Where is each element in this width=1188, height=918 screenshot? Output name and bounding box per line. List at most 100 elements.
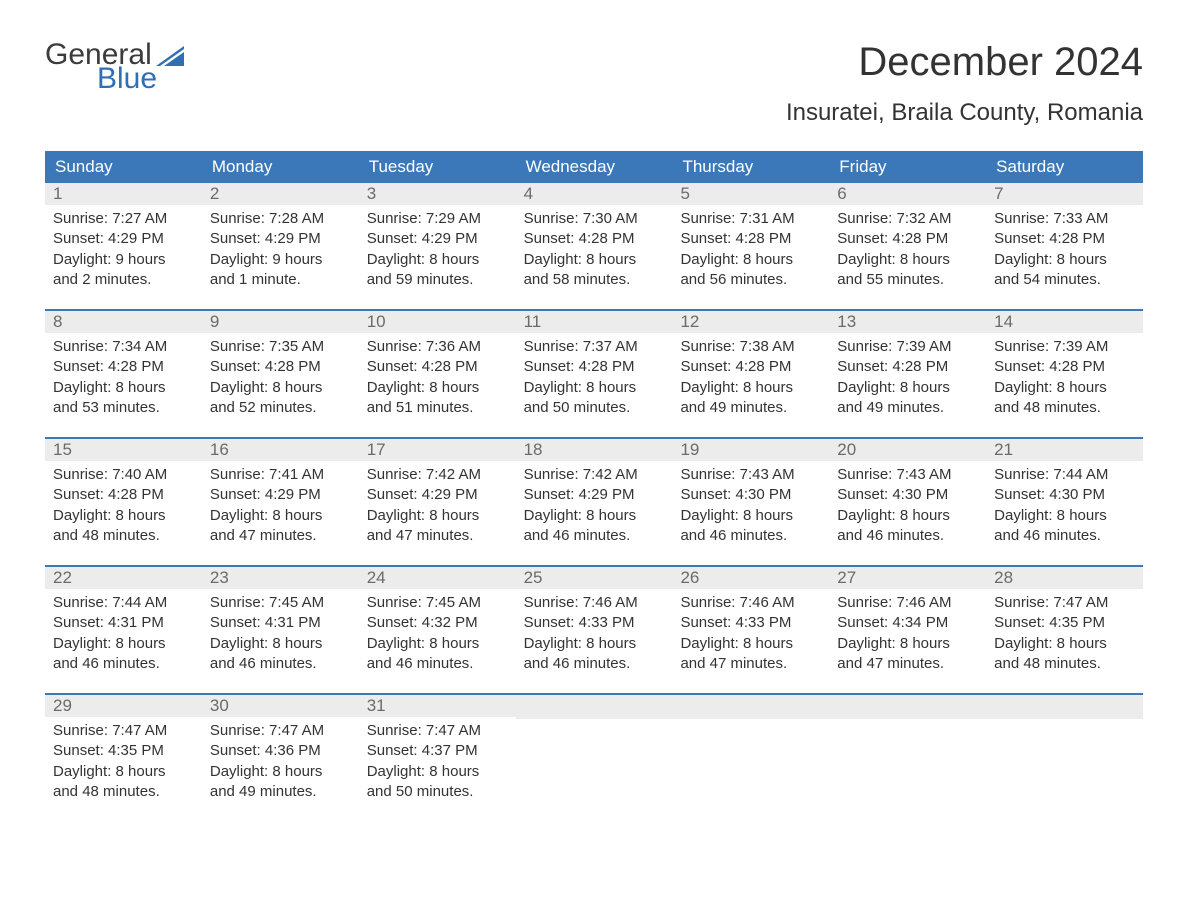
- day-cell: 16Sunrise: 7:41 AMSunset: 4:29 PMDayligh…: [202, 439, 359, 565]
- day-daylight1: Daylight: 8 hours: [367, 250, 508, 270]
- day-content: Sunrise: 7:40 AMSunset: 4:28 PMDaylight:…: [45, 461, 202, 556]
- day-header-row: SundayMondayTuesdayWednesdayThursdayFrid…: [45, 151, 1143, 183]
- day-cell: 6Sunrise: 7:32 AMSunset: 4:28 PMDaylight…: [829, 183, 986, 309]
- day-content: Sunrise: 7:29 AMSunset: 4:29 PMDaylight:…: [359, 205, 516, 300]
- day-sunrise: Sunrise: 7:29 AM: [367, 209, 508, 229]
- day-header-monday: Monday: [202, 151, 359, 183]
- day-number: 31: [359, 695, 516, 717]
- day-daylight1: Daylight: 8 hours: [524, 634, 665, 654]
- day-number: 5: [672, 183, 829, 205]
- day-header-friday: Friday: [829, 151, 986, 183]
- day-number: 29: [45, 695, 202, 717]
- day-number: [829, 695, 986, 719]
- day-sunrise: Sunrise: 7:36 AM: [367, 337, 508, 357]
- day-number: [672, 695, 829, 719]
- day-content: Sunrise: 7:39 AMSunset: 4:28 PMDaylight:…: [986, 333, 1143, 428]
- day-sunrise: Sunrise: 7:28 AM: [210, 209, 351, 229]
- day-daylight1: Daylight: 8 hours: [680, 634, 821, 654]
- day-sunrise: Sunrise: 7:42 AM: [524, 465, 665, 485]
- day-sunrise: Sunrise: 7:39 AM: [994, 337, 1135, 357]
- day-cell: 10Sunrise: 7:36 AMSunset: 4:28 PMDayligh…: [359, 311, 516, 437]
- day-number: 20: [829, 439, 986, 461]
- day-number: 2: [202, 183, 359, 205]
- day-sunset: Sunset: 4:28 PM: [994, 229, 1135, 249]
- day-sunset: Sunset: 4:28 PM: [680, 357, 821, 377]
- day-number: 6: [829, 183, 986, 205]
- day-sunset: Sunset: 4:29 PM: [367, 229, 508, 249]
- day-sunrise: Sunrise: 7:47 AM: [210, 721, 351, 741]
- day-number: 22: [45, 567, 202, 589]
- day-cell: 12Sunrise: 7:38 AMSunset: 4:28 PMDayligh…: [672, 311, 829, 437]
- day-number: 1: [45, 183, 202, 205]
- day-content: Sunrise: 7:47 AMSunset: 4:35 PMDaylight:…: [986, 589, 1143, 684]
- day-sunset: Sunset: 4:36 PM: [210, 741, 351, 761]
- day-cell: [829, 695, 986, 821]
- day-daylight2: and 46 minutes.: [524, 526, 665, 546]
- day-content: Sunrise: 7:42 AMSunset: 4:29 PMDaylight:…: [516, 461, 673, 556]
- day-cell: [516, 695, 673, 821]
- day-daylight1: Daylight: 8 hours: [210, 378, 351, 398]
- day-daylight2: and 58 minutes.: [524, 270, 665, 290]
- day-sunset: Sunset: 4:30 PM: [837, 485, 978, 505]
- day-daylight2: and 46 minutes.: [524, 654, 665, 674]
- day-content: Sunrise: 7:35 AMSunset: 4:28 PMDaylight:…: [202, 333, 359, 428]
- day-number: 27: [829, 567, 986, 589]
- day-content: Sunrise: 7:47 AMSunset: 4:36 PMDaylight:…: [202, 717, 359, 812]
- day-daylight1: Daylight: 8 hours: [367, 506, 508, 526]
- day-sunset: Sunset: 4:28 PM: [53, 357, 194, 377]
- logo: General Blue: [45, 40, 184, 94]
- day-cell: 15Sunrise: 7:40 AMSunset: 4:28 PMDayligh…: [45, 439, 202, 565]
- day-content: Sunrise: 7:34 AMSunset: 4:28 PMDaylight:…: [45, 333, 202, 428]
- day-daylight1: Daylight: 8 hours: [367, 762, 508, 782]
- day-sunrise: Sunrise: 7:44 AM: [994, 465, 1135, 485]
- day-cell: 28Sunrise: 7:47 AMSunset: 4:35 PMDayligh…: [986, 567, 1143, 693]
- day-cell: 22Sunrise: 7:44 AMSunset: 4:31 PMDayligh…: [45, 567, 202, 693]
- day-daylight2: and 47 minutes.: [837, 654, 978, 674]
- day-daylight2: and 51 minutes.: [367, 398, 508, 418]
- day-cell: 20Sunrise: 7:43 AMSunset: 4:30 PMDayligh…: [829, 439, 986, 565]
- day-cell: 5Sunrise: 7:31 AMSunset: 4:28 PMDaylight…: [672, 183, 829, 309]
- day-sunrise: Sunrise: 7:43 AM: [837, 465, 978, 485]
- day-sunrise: Sunrise: 7:47 AM: [53, 721, 194, 741]
- day-content: Sunrise: 7:46 AMSunset: 4:33 PMDaylight:…: [516, 589, 673, 684]
- day-daylight2: and 56 minutes.: [680, 270, 821, 290]
- day-number: 14: [986, 311, 1143, 333]
- day-number: 7: [986, 183, 1143, 205]
- day-sunset: Sunset: 4:33 PM: [680, 613, 821, 633]
- day-sunrise: Sunrise: 7:34 AM: [53, 337, 194, 357]
- day-sunset: Sunset: 4:30 PM: [680, 485, 821, 505]
- day-number: 26: [672, 567, 829, 589]
- location: Insuratei, Braila County, Romania: [786, 99, 1143, 127]
- day-number: 16: [202, 439, 359, 461]
- day-daylight2: and 49 minutes.: [210, 782, 351, 802]
- logo-text-blue: Blue: [97, 64, 184, 94]
- day-number: 19: [672, 439, 829, 461]
- day-content: Sunrise: 7:30 AMSunset: 4:28 PMDaylight:…: [516, 205, 673, 300]
- day-sunset: Sunset: 4:29 PM: [367, 485, 508, 505]
- day-cell: 21Sunrise: 7:44 AMSunset: 4:30 PMDayligh…: [986, 439, 1143, 565]
- day-sunrise: Sunrise: 7:40 AM: [53, 465, 194, 485]
- week-row: 8Sunrise: 7:34 AMSunset: 4:28 PMDaylight…: [45, 309, 1143, 437]
- day-sunrise: Sunrise: 7:31 AM: [680, 209, 821, 229]
- day-cell: 25Sunrise: 7:46 AMSunset: 4:33 PMDayligh…: [516, 567, 673, 693]
- day-content: Sunrise: 7:47 AMSunset: 4:37 PMDaylight:…: [359, 717, 516, 812]
- day-cell: 11Sunrise: 7:37 AMSunset: 4:28 PMDayligh…: [516, 311, 673, 437]
- day-daylight1: Daylight: 8 hours: [994, 378, 1135, 398]
- day-cell: 17Sunrise: 7:42 AMSunset: 4:29 PMDayligh…: [359, 439, 516, 565]
- day-content: Sunrise: 7:27 AMSunset: 4:29 PMDaylight:…: [45, 205, 202, 300]
- day-daylight2: and 48 minutes.: [53, 526, 194, 546]
- day-sunset: Sunset: 4:34 PM: [837, 613, 978, 633]
- day-number: 17: [359, 439, 516, 461]
- day-sunrise: Sunrise: 7:37 AM: [524, 337, 665, 357]
- day-sunrise: Sunrise: 7:30 AM: [524, 209, 665, 229]
- day-daylight1: Daylight: 8 hours: [837, 634, 978, 654]
- day-daylight1: Daylight: 8 hours: [53, 378, 194, 398]
- day-header-saturday: Saturday: [986, 151, 1143, 183]
- day-sunrise: Sunrise: 7:43 AM: [680, 465, 821, 485]
- day-cell: 19Sunrise: 7:43 AMSunset: 4:30 PMDayligh…: [672, 439, 829, 565]
- week-row: 1Sunrise: 7:27 AMSunset: 4:29 PMDaylight…: [45, 183, 1143, 309]
- day-daylight1: Daylight: 8 hours: [210, 762, 351, 782]
- day-content: Sunrise: 7:37 AMSunset: 4:28 PMDaylight:…: [516, 333, 673, 428]
- calendar: SundayMondayTuesdayWednesdayThursdayFrid…: [45, 151, 1143, 821]
- day-daylight2: and 46 minutes.: [210, 654, 351, 674]
